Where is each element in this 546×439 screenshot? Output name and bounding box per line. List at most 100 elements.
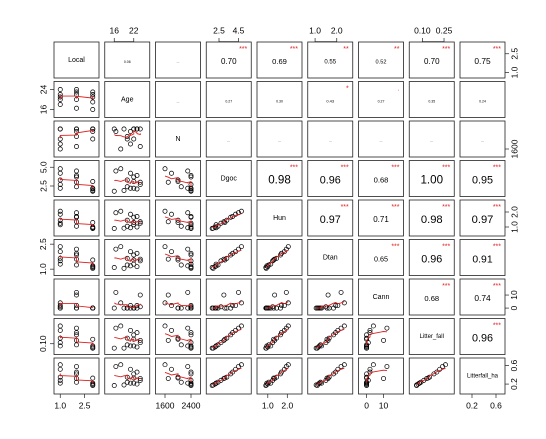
significance-stars: *** [493, 204, 501, 211]
significance-stars: *** [493, 243, 501, 250]
data-point [188, 265, 194, 271]
data-point [134, 369, 140, 375]
data-point [333, 330, 339, 336]
panel-r3-c7 [408, 160, 455, 197]
data-point [222, 257, 228, 263]
data-point [128, 249, 133, 255]
data-point [57, 87, 63, 92]
data-point [185, 225, 191, 231]
panel-frame [307, 199, 354, 237]
panel-frame [104, 199, 151, 237]
data-point [74, 364, 79, 369]
data-point [188, 304, 194, 310]
panel-frame [104, 239, 151, 276]
data-point [279, 303, 284, 308]
data-point [210, 345, 216, 351]
data-point [90, 92, 96, 97]
smoother-line [316, 367, 345, 385]
panel-frame [205, 199, 252, 237]
data-point [178, 379, 184, 385]
data-point [90, 99, 96, 105]
data-point [188, 214, 194, 219]
data-point [113, 246, 119, 252]
correlation-value: 0.98 [421, 214, 443, 226]
data-point [57, 185, 63, 191]
panel-frame [358, 357, 404, 395]
data-point [57, 146, 63, 152]
panel-frame [307, 41, 354, 79]
panel-r7-c6 [358, 318, 404, 355]
data-point [338, 289, 344, 295]
data-point [128, 170, 133, 176]
panel-r6-c7 [408, 278, 455, 316]
correlation-value: ... [481, 139, 484, 143]
panel-frame [53, 278, 100, 316]
smoother-line [114, 374, 141, 380]
panel-r4-c8 [459, 199, 506, 237]
data-point [128, 211, 133, 217]
panel-r5-c2 [155, 239, 201, 276]
correlation-value: 0.75 [474, 56, 491, 66]
data-point [74, 87, 79, 92]
data-point [131, 136, 137, 142]
data-point [333, 303, 339, 308]
data-point [134, 303, 140, 308]
data-point [213, 263, 219, 269]
tick-label: 0 [364, 400, 369, 410]
data-point [57, 126, 63, 132]
panel-frame [408, 81, 455, 118]
data-point [74, 246, 79, 252]
data-point [57, 343, 63, 349]
correlation-value: 0.96 [421, 253, 442, 265]
data-point [279, 330, 284, 336]
data-point [90, 336, 96, 342]
panel-r0-c1 [104, 41, 151, 79]
data-point [263, 382, 269, 388]
data-point [131, 214, 137, 220]
data-point [185, 364, 191, 369]
data-point [278, 305, 283, 311]
data-point [381, 337, 386, 343]
data-point [90, 107, 96, 112]
panel-frame [307, 239, 354, 276]
tick-label: 0.25 [436, 25, 453, 35]
significance-stars: *** [391, 243, 399, 250]
data-point [134, 126, 140, 132]
panel-frame [53, 41, 100, 79]
panel-r3-c6 [358, 160, 404, 197]
data-point [165, 292, 171, 298]
panel-r4-c3 [205, 199, 252, 237]
data-point [185, 246, 191, 252]
data-point [264, 263, 270, 269]
panel-r3-c0 [53, 160, 100, 197]
data-point [165, 256, 171, 262]
data-point [263, 345, 269, 351]
panel-r8-c2 [155, 357, 201, 395]
data-point [111, 188, 117, 194]
correlation-value: ... [380, 139, 383, 143]
panel-frame [155, 120, 201, 158]
panel-r1-c4 [256, 81, 303, 118]
data-point [162, 300, 168, 306]
panel-r1-c6 [358, 81, 404, 118]
data-point [121, 225, 127, 231]
panel-r8-c4 [256, 357, 303, 395]
data-point [188, 225, 194, 231]
data-point [121, 345, 127, 351]
smoother-line [114, 219, 141, 224]
panel-r6-c0 [53, 278, 100, 316]
panel-frame [155, 199, 201, 237]
panel-frame [408, 160, 455, 197]
data-point [238, 300, 244, 306]
panel-r0-c0: Local [53, 41, 100, 79]
panel-frame [205, 81, 252, 118]
data-point [381, 376, 386, 381]
data-point [134, 250, 140, 256]
data-point [57, 166, 63, 172]
smoother-line [212, 367, 242, 385]
tick-label: 0.10 [38, 335, 48, 352]
panel-r2-c8 [459, 120, 506, 158]
data-point [57, 380, 63, 386]
data-point [74, 262, 79, 268]
panel-r2-c7 [408, 120, 455, 158]
